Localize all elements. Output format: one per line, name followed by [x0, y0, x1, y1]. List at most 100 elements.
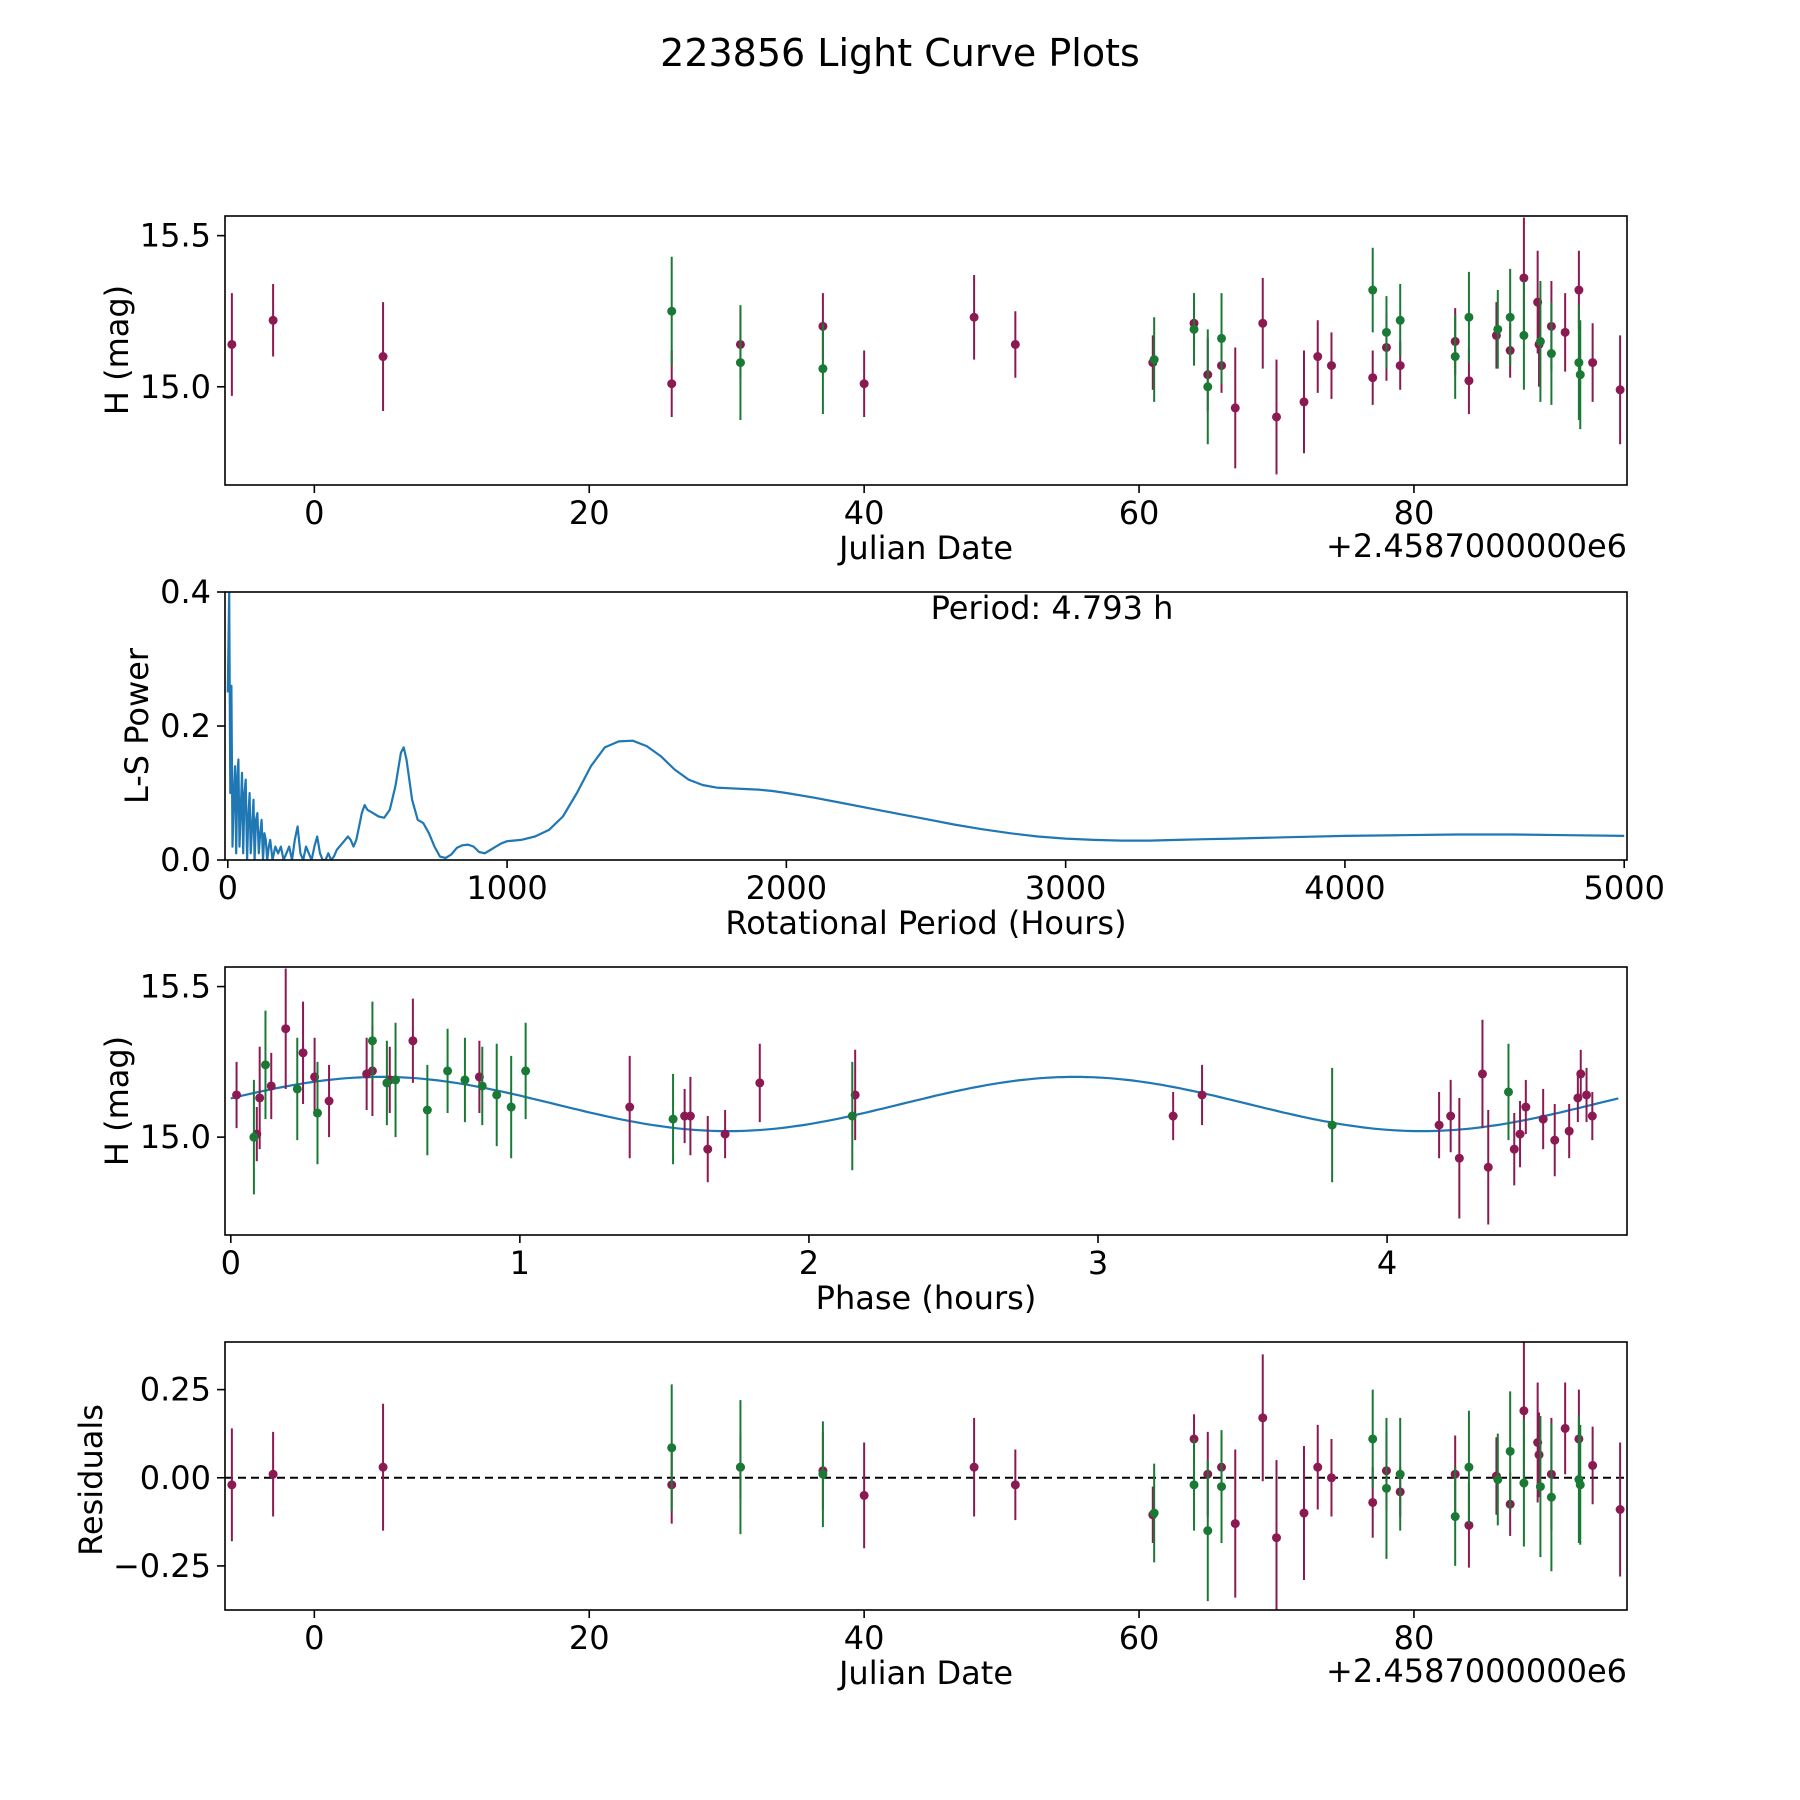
- light-curve-point-filter_b: [1450, 352, 1460, 362]
- residuals-x-tick-label: 20: [569, 1619, 610, 1657]
- residuals-x-tick-label: 60: [1119, 1619, 1160, 1657]
- light-curve-point-filter_b: [1381, 327, 1391, 337]
- periodogram-marks: [226, 592, 1625, 860]
- phased-light-curve-x-ticks: 0 1 2 3 4: [221, 1235, 1397, 1282]
- panel-periodogram: 0 1000 2000 3000 4000 5000 0.0 0.2 0.4 Period: …: [118, 573, 1665, 942]
- residuals-point-filter_a: [1258, 1413, 1268, 1423]
- residuals-point-filter_b: [1189, 1480, 1199, 1490]
- phased-light-curve-point-filter_a: [1454, 1153, 1464, 1163]
- phased-light-curve-x-tick-label: 3: [1088, 1244, 1108, 1282]
- phased-light-curve-point-filter_a: [1550, 1135, 1560, 1145]
- phased-light-curve-point-filter_a: [232, 1090, 242, 1100]
- residuals-point-filter_a: [378, 1462, 388, 1472]
- phased-light-curve-point-filter_a: [1515, 1129, 1525, 1139]
- phased-light-curve-point-filter_b: [506, 1102, 516, 1112]
- periodogram-x-tick-label: 2000: [746, 869, 827, 907]
- light-curve-x-tick-label: 80: [1394, 494, 1435, 532]
- residuals-x-tick-label: 0: [304, 1619, 324, 1657]
- residuals-point-filter_a: [1010, 1480, 1020, 1490]
- phased-light-curve-marks: [230, 968, 1619, 1225]
- period-annotation: Period: 4.793 h: [931, 589, 1174, 627]
- light-curve-point-filter_b: [735, 358, 745, 368]
- light-curve-x-tick-label: 40: [844, 494, 885, 532]
- figure-title: 223856 Light Curve Plots: [660, 31, 1140, 75]
- residuals-x-ticks: 0 20 40 60 80: [304, 1610, 1434, 1657]
- phased-light-curve-point-filter_a: [408, 1036, 418, 1046]
- phased-light-curve-point-filter_b: [477, 1081, 487, 1091]
- phased-light-curve-x-tick-label: 2: [799, 1244, 819, 1282]
- residuals-point-filter_b: [1368, 1434, 1378, 1444]
- phased-light-curve-x-tick-label: 1: [510, 1244, 530, 1282]
- residuals-y-tick-label: 0.25: [140, 1371, 211, 1409]
- light-curve-point-filter_b: [1203, 382, 1213, 392]
- light-curve-point-filter_b: [1368, 285, 1378, 295]
- light-curve-y-tick-label: 15.5: [140, 217, 211, 255]
- phased-light-curve-point-filter_a: [1168, 1111, 1178, 1121]
- light-curve-point-filter_a: [969, 312, 979, 322]
- residuals-point-filter_a: [1368, 1497, 1378, 1507]
- residuals-point-filter_a: [859, 1490, 869, 1500]
- phased-light-curve-point-filter_a: [625, 1102, 635, 1112]
- periodogram-y-tick-label: 0.4: [160, 573, 211, 611]
- light-curve-axes-frame: [224, 215, 1628, 486]
- phased-light-curve-point-filter_a: [720, 1129, 730, 1139]
- light-curve-x-ticks: 0 20 40 60 80: [304, 485, 1434, 532]
- light-curve-point-filter_b: [1189, 324, 1199, 334]
- phased-model-curve: [230, 1075, 1619, 1133]
- phased-light-curve-point-filter_b: [292, 1084, 302, 1094]
- panel-light-curve: 0 20 40 60 80 15.0 15.5 Julian Date +2.458700…: [98, 215, 1628, 567]
- light-curve-xlabel: Julian Date: [837, 529, 1013, 567]
- phased-light-curve-point-filter_a: [1587, 1111, 1597, 1121]
- light-curve-point-filter_b: [1217, 333, 1227, 343]
- periodogram-x-tick-label: 5000: [1583, 869, 1664, 907]
- residuals-point-filter_b: [1535, 1482, 1545, 1492]
- residuals-point-filter_a: [227, 1480, 237, 1490]
- phased-light-curve-point-filter_a: [1477, 1069, 1487, 1079]
- phased-light-curve-point-filter_b: [847, 1111, 857, 1121]
- residuals-point-filter_b: [1149, 1508, 1159, 1518]
- panel-residuals: 0 20 40 60 80 −0.25 0.00 0.25 Julian Date +2.4…: [72, 1341, 1628, 1692]
- periodogram-xlabel: Rotational Period (Hours): [725, 904, 1126, 942]
- periodogram-y-ticks: 0.0 0.2 0.4: [160, 573, 225, 879]
- phased-light-curve-point-filter_b: [1327, 1120, 1337, 1130]
- periodogram-y-tick-label: 0.2: [160, 707, 211, 745]
- periodogram-ylabel: L-S Power: [118, 647, 156, 804]
- residuals-axes-frame: [224, 1341, 1628, 1611]
- residuals-marks: [225, 1342, 1627, 1610]
- light-curve-point-filter_a: [1464, 376, 1474, 386]
- phased-light-curve-x-tick-label: 0: [221, 1244, 241, 1282]
- phased-light-curve-point-filter_a: [1197, 1090, 1207, 1100]
- light-curve-point-filter_b: [1505, 312, 1515, 322]
- phased-light-curve-point-filter_b: [249, 1132, 259, 1142]
- panel-phased-light-curve: 0 1 2 3 4 15.0 15.5 Phase (hours) H (mag): [98, 966, 1628, 1317]
- phased-light-curve-point-filter_b: [313, 1108, 323, 1118]
- residuals-x-tick-label: 80: [1394, 1619, 1435, 1657]
- phased-light-curve-point-filter_a: [266, 1081, 276, 1091]
- periodogram-y-tick-label: 0.0: [160, 841, 211, 879]
- phased-light-curve-point-filter_b: [391, 1075, 401, 1085]
- phased-light-curve-point-filter_b: [443, 1066, 453, 1076]
- phased-light-curve-point-filter_b: [382, 1078, 392, 1088]
- light-curve-point-filter_b: [667, 306, 677, 316]
- residuals-point-filter_b: [1381, 1483, 1391, 1493]
- residuals-point-filter_b: [735, 1462, 745, 1472]
- phased-light-curve-point-filter_a: [1576, 1069, 1586, 1079]
- light-curve-x-tick-label: 20: [569, 494, 610, 532]
- light-curve-point-filter_a: [859, 379, 869, 389]
- light-curve-point-filter_a: [1230, 403, 1240, 413]
- residuals-offset-text: +2.4587000000e6: [1326, 1652, 1627, 1690]
- residuals-point-filter_b: [1395, 1469, 1405, 1479]
- phased-light-curve-point-filter_a: [324, 1096, 334, 1106]
- phased-light-curve-point-filter_a: [281, 1024, 291, 1034]
- phased-light-curve-point-filter_a: [1538, 1114, 1548, 1124]
- light-curve-marks: [227, 217, 1625, 475]
- light-curve-point-filter_a: [667, 379, 677, 389]
- phased-light-curve-point-filter_b: [521, 1066, 531, 1076]
- light-curve-point-filter_b: [1519, 330, 1529, 340]
- phased-light-curve-point-filter_a: [1564, 1126, 1574, 1136]
- residuals-point-filter_b: [1505, 1446, 1515, 1456]
- phased-light-curve-xlabel: Phase (hours): [816, 1279, 1037, 1317]
- light-curve-point-filter_b: [1395, 315, 1405, 325]
- residuals-ylabel: Residuals: [72, 1404, 110, 1556]
